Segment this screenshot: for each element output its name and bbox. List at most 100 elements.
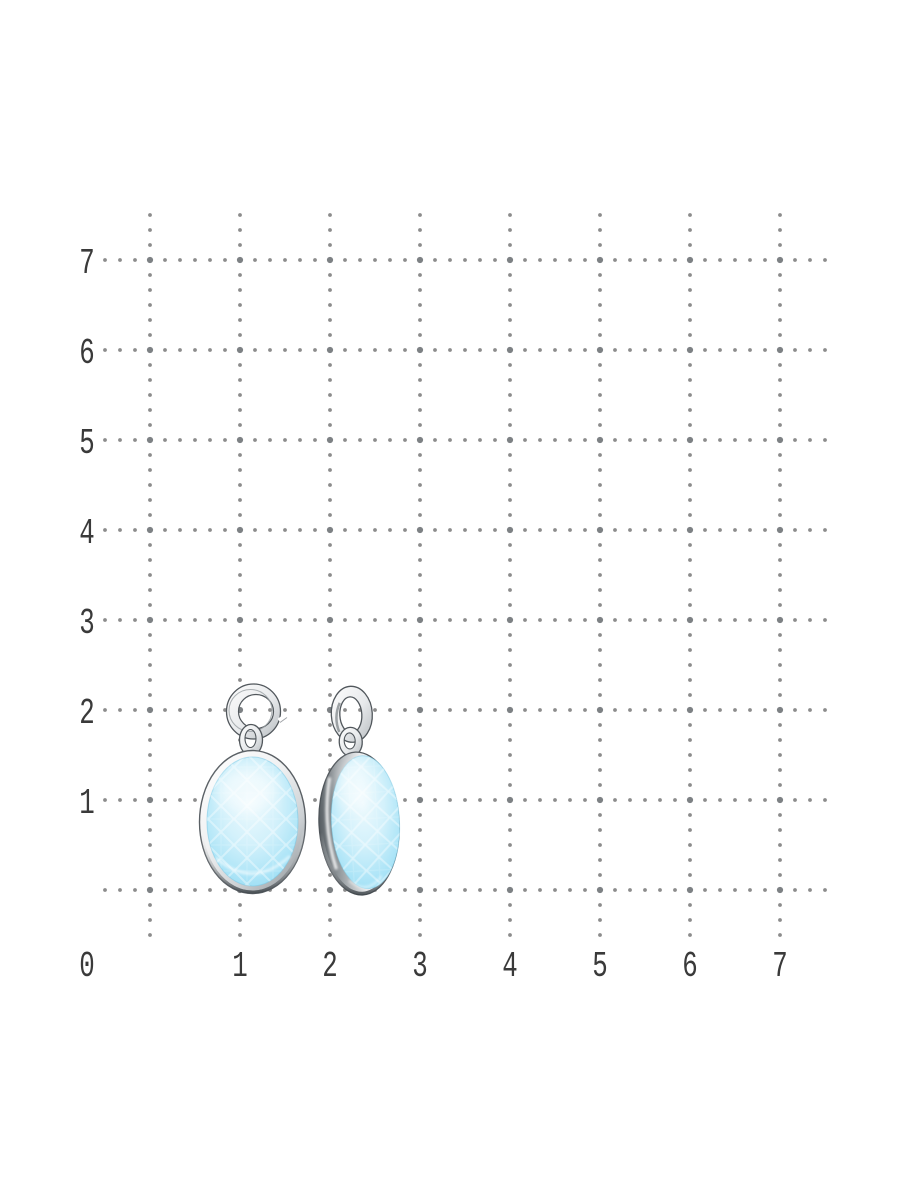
grid-dot	[418, 333, 422, 337]
grid-dot	[118, 798, 122, 802]
grid-dot	[178, 618, 182, 622]
grid-dot	[418, 678, 422, 682]
grid-dot	[538, 438, 542, 442]
y-axis-label: 6	[79, 333, 95, 374]
grid-dot	[238, 318, 242, 322]
grid-dot	[598, 303, 602, 307]
grid-dot	[208, 888, 212, 892]
grid-dot	[178, 258, 182, 262]
grid-dot	[808, 258, 812, 262]
grid-dot	[523, 258, 527, 262]
grid-dot	[148, 558, 152, 562]
grid-dot	[238, 243, 242, 247]
grid-dot	[388, 618, 392, 622]
grid-dot	[688, 363, 692, 367]
grid-dot	[688, 273, 692, 277]
grid-dot	[508, 318, 512, 322]
grid-dot	[598, 483, 602, 487]
grid-dot	[193, 798, 197, 802]
grid-dot	[658, 798, 662, 802]
grid-dot	[733, 798, 737, 802]
grid-dot	[508, 903, 512, 907]
grid-dot	[688, 243, 692, 247]
grid-dot	[328, 603, 332, 607]
grid-dot	[268, 618, 272, 622]
grid-node-dot	[236, 256, 244, 264]
jump-ring-split-edge	[279, 717, 288, 723]
grid-dot	[418, 588, 422, 592]
grid-dot	[823, 798, 827, 802]
grid-dot	[163, 708, 167, 712]
grid-dot	[238, 288, 242, 292]
grid-dot	[133, 438, 137, 442]
grid-dot	[673, 708, 677, 712]
grid-dot	[448, 708, 452, 712]
grid-dot	[343, 708, 347, 712]
grid-dot	[328, 228, 332, 232]
grid-dot	[508, 648, 512, 652]
grid-dot	[778, 633, 782, 637]
grid-dot	[733, 258, 737, 262]
grid-dot	[658, 708, 662, 712]
y-axis-label: 1	[79, 783, 95, 824]
grid-dot	[148, 768, 152, 772]
grid-dot	[388, 528, 392, 532]
grid-dot	[673, 888, 677, 892]
grid-dot	[268, 258, 272, 262]
grid-dot	[493, 798, 497, 802]
grid-dot	[508, 273, 512, 277]
grid-dot	[178, 888, 182, 892]
grid-dot	[298, 438, 302, 442]
grid-dot	[508, 453, 512, 457]
grid-dot	[763, 528, 767, 532]
grid-dot	[478, 618, 482, 622]
bail	[339, 727, 363, 757]
grid-dot	[328, 918, 332, 922]
grid-dot	[118, 528, 122, 532]
grid-dot	[463, 798, 467, 802]
bail-inner-outline	[244, 728, 257, 749]
grid-dot	[793, 618, 797, 622]
grid-dot	[253, 438, 257, 442]
grid-dot	[598, 903, 602, 907]
grid-dot	[328, 588, 332, 592]
grid-dot	[148, 633, 152, 637]
grid-dot	[118, 348, 122, 352]
grid-dot	[688, 723, 692, 727]
grid-dot	[418, 228, 422, 232]
grid-dot	[598, 603, 602, 607]
grid-dot	[313, 438, 317, 442]
grid-dot	[718, 348, 722, 352]
grid-dot	[148, 318, 152, 322]
stone-bottom-reflection	[215, 855, 291, 875]
grid-dot	[583, 528, 587, 532]
y-axis-label: 5	[79, 423, 95, 464]
grid-dot	[328, 633, 332, 637]
jump-ring-shading	[335, 702, 341, 733]
grid-dot	[103, 798, 107, 802]
grid-dot	[148, 903, 152, 907]
grid-dot	[298, 888, 302, 892]
bail	[239, 724, 263, 756]
grid-dot	[778, 408, 782, 412]
grid-dot	[418, 723, 422, 727]
grid-node-dot	[506, 436, 514, 444]
grid-dot	[418, 663, 422, 667]
grid-dot	[343, 348, 347, 352]
grid-dot	[328, 873, 332, 877]
x-axis-label: 0	[79, 946, 95, 987]
grid-dot	[778, 363, 782, 367]
grid-dot	[598, 513, 602, 517]
grid-dot	[148, 303, 152, 307]
grid-dot	[343, 438, 347, 442]
grid-dot	[148, 333, 152, 337]
grid-dot	[673, 438, 677, 442]
grid-dot	[433, 798, 437, 802]
grid-dot	[208, 528, 212, 532]
grid-dot	[598, 378, 602, 382]
grid-dot	[598, 858, 602, 862]
grid-dot	[748, 258, 752, 262]
grid-dot	[148, 483, 152, 487]
grid-dot	[598, 408, 602, 412]
